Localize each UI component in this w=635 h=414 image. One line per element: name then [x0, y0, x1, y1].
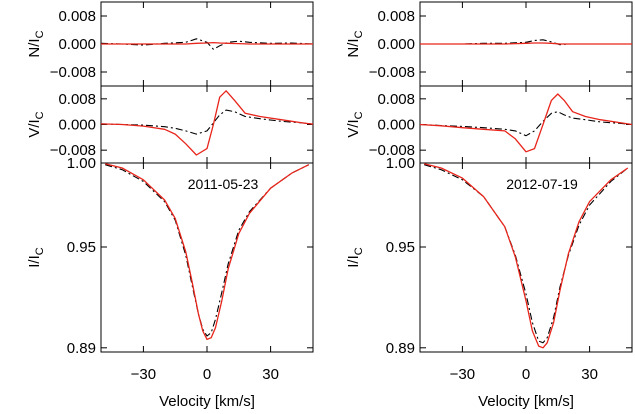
- y-tick-label: 0.008: [58, 8, 96, 25]
- y-axis-title-main: I/I: [345, 255, 362, 268]
- y-tick-label: 1.00: [386, 155, 415, 172]
- observed-profile-line: [100, 109, 314, 135]
- y-tick-label: 0.000: [58, 117, 96, 134]
- date-annotation: 2011-05-23: [188, 176, 259, 192]
- y-tick-label: −0.008: [50, 142, 96, 159]
- y-axis-title-sub: C: [353, 30, 365, 38]
- y-tick-label: 0.000: [58, 36, 96, 53]
- y-axis-title: I/IC: [345, 247, 365, 268]
- model-profile-line: [105, 163, 310, 341]
- x-tick-label: 0: [522, 366, 530, 383]
- y-axis-title-sub: C: [353, 247, 365, 255]
- y-axis-title-sub: C: [34, 111, 46, 119]
- panel-right-I: 1.00 0.95 0.89 −30 0 30 Velocity [km/s] I/IC 201…: [345, 155, 633, 410]
- y-tick-label: 0.008: [377, 91, 415, 108]
- model-profile-line: [424, 163, 629, 349]
- y-tick-label: 0.95: [386, 239, 415, 256]
- y-axis-title-main: N/I: [26, 38, 43, 57]
- y-tick-label: 0.008: [58, 91, 96, 108]
- y-axis-title-sub: C: [34, 247, 46, 255]
- x-tick-label: 30: [262, 366, 279, 383]
- y-axis-title-main: V/I: [345, 119, 362, 137]
- x-tick-label: 30: [581, 366, 598, 383]
- x-tick-label: −30: [450, 366, 475, 383]
- date-annotation: 2012-07-19: [506, 176, 578, 192]
- y-tick-label: −0.008: [369, 142, 415, 159]
- y-tick-label: 0.000: [377, 36, 415, 53]
- y-tick-label: −0.008: [369, 64, 415, 81]
- y-axis-title: N/IC: [345, 30, 365, 57]
- y-axis-title-main: I/I: [26, 255, 43, 268]
- y-axis-title: V/IC: [345, 111, 365, 137]
- y-tick-label: 0.89: [67, 340, 96, 357]
- y-tick-label: 1.00: [67, 155, 96, 172]
- model-profile-line: [419, 93, 633, 153]
- x-tick-label: 0: [203, 366, 211, 383]
- observed-profile-line: [105, 164, 310, 337]
- y-axis-title-sub: C: [353, 111, 365, 119]
- y-axis-title-sub: C: [34, 30, 46, 38]
- y-tick-label: −0.008: [50, 64, 96, 81]
- y-axis-title: V/IC: [26, 111, 46, 137]
- x-axis-title: Velocity [km/s]: [478, 393, 574, 410]
- model-profile-line: [100, 90, 314, 156]
- y-tick-label: 0.000: [377, 117, 415, 134]
- y-axis-title: N/IC: [26, 30, 46, 57]
- y-tick-label: 0.008: [377, 8, 415, 25]
- y-axis-title-main: V/I: [26, 119, 43, 137]
- y-tick-label: 0.95: [67, 239, 96, 256]
- x-axis-title: Velocity [km/s]: [159, 393, 255, 410]
- y-tick-label: 0.89: [386, 340, 415, 357]
- model-profile-line: [101, 41, 313, 45]
- observed-profile-line: [419, 111, 633, 137]
- panel-left-I: 1.00 0.95 0.89 −30 0 30 Velocity [km/s] I/IC 201…: [26, 155, 314, 410]
- y-axis-title: I/IC: [26, 247, 46, 268]
- model-profile-line: [420, 42, 632, 45]
- y-axis-title-main: N/I: [345, 38, 362, 57]
- x-tick-label: −30: [131, 366, 156, 383]
